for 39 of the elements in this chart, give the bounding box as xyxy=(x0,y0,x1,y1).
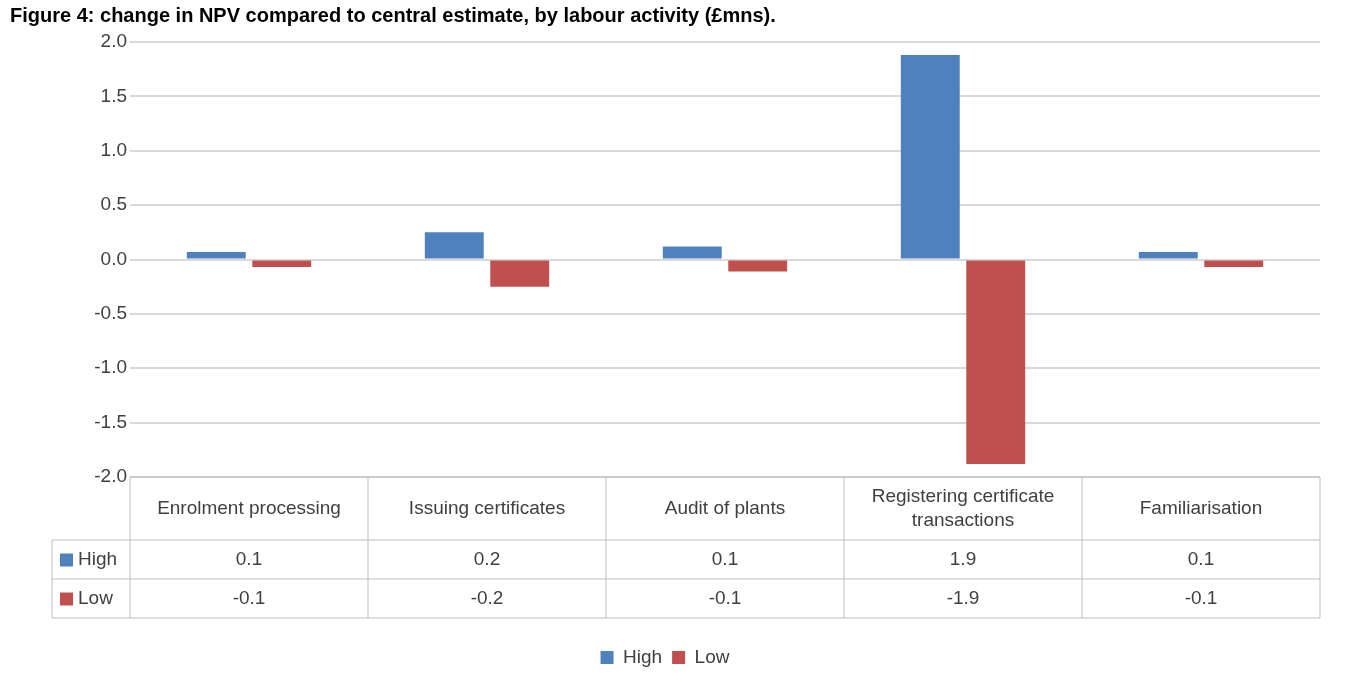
bar xyxy=(728,260,788,272)
y-tick-label: 0.5 xyxy=(100,193,127,215)
data-label: -0.1 xyxy=(232,586,266,608)
data-label: -0.2 xyxy=(470,586,504,608)
bar xyxy=(490,260,550,287)
text: High xyxy=(623,645,663,667)
y-tick-label: -2.0 xyxy=(94,465,127,487)
bar xyxy=(662,246,722,259)
bar xyxy=(1204,260,1264,268)
bar xyxy=(966,260,1026,464)
data-label: -1.9 xyxy=(946,586,980,608)
x-tick-label: Audit of plants xyxy=(664,496,786,518)
x-tick-label: Enrolment processing xyxy=(157,496,341,518)
data-label: 1.9 xyxy=(949,547,977,569)
bar xyxy=(900,55,960,259)
bar xyxy=(1138,251,1198,259)
bar xyxy=(252,260,312,268)
data-label: -0.1 xyxy=(708,586,742,608)
data-label: 0.1 xyxy=(711,547,739,569)
y-tick-label: 1.0 xyxy=(100,138,127,160)
legend-label: High xyxy=(78,547,118,569)
y-tick-label: 0.0 xyxy=(100,247,127,269)
data-label: 0.1 xyxy=(235,547,263,569)
legend-label: Low xyxy=(694,645,730,667)
x-tick-label: Issuing certificates xyxy=(408,496,566,518)
bar xyxy=(186,251,246,259)
text: Low xyxy=(78,586,113,608)
y-tick-label: 2.0 xyxy=(100,30,127,52)
y-tick-label: -1.0 xyxy=(94,356,127,378)
data-label: -0.1 xyxy=(1184,586,1218,608)
chart-title: Figure 4: change in NPV compared to central estimate, by labour activity (£mns). xyxy=(10,3,776,26)
y-tick-label: -1.5 xyxy=(94,410,127,432)
data-label: 0.2 xyxy=(473,547,501,569)
bar xyxy=(424,232,484,259)
data-label: 0.1 xyxy=(1187,547,1215,569)
x-tick-label: Familiarisation xyxy=(1139,496,1263,518)
y-tick-label: -0.5 xyxy=(94,302,127,324)
y-tick-label: 1.5 xyxy=(100,84,127,106)
x-tick-label: Registering certificate transactions xyxy=(871,484,1055,530)
